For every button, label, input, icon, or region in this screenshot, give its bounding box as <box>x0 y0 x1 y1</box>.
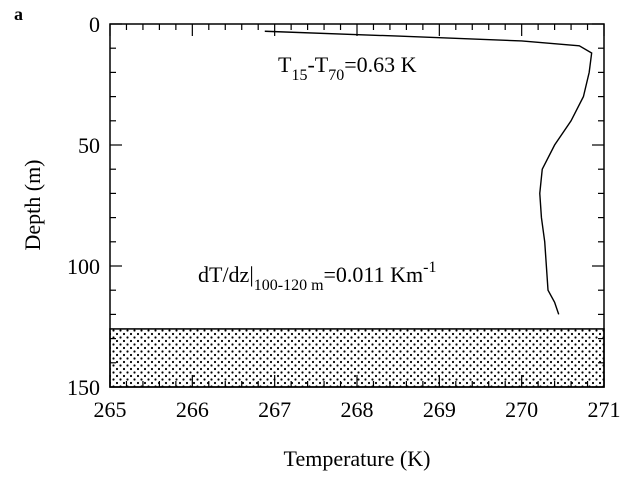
panel-label: a <box>14 4 23 24</box>
annotation-part: -1 <box>423 259 436 276</box>
x-tick-label: 270 <box>505 397 538 422</box>
y-tick-label: 50 <box>78 133 100 158</box>
annotation-part: dT/dz| <box>198 262 254 287</box>
y-axis-label: Depth (m) <box>20 159 45 250</box>
x-tick-label: 265 <box>94 397 127 422</box>
y-tick-label: 0 <box>89 12 100 37</box>
annotation: dT/dz|100-120 m=0.011 Km-1 <box>198 259 436 294</box>
x-tick-label: 268 <box>341 397 374 422</box>
x-tick-label: 267 <box>258 397 291 422</box>
annotation: T15-T70=0.63 K <box>278 52 417 84</box>
y-tick-label: 150 <box>67 375 100 400</box>
annotation-part: T <box>278 52 292 77</box>
x-tick-label: 271 <box>588 397 621 422</box>
annotation-part: 70 <box>328 67 344 84</box>
annotation-part: 15 <box>291 67 307 84</box>
x-tick-label: 269 <box>423 397 456 422</box>
x-axis-label: Temperature (K) <box>284 446 431 471</box>
y-tick-label: 100 <box>67 254 100 279</box>
annotation-part: =0.011 Km <box>324 262 424 287</box>
temperature-profile <box>264 30 593 315</box>
annotation-part: =0.63 K <box>344 52 416 77</box>
annotation-part: 100-120 m <box>254 277 324 294</box>
x-tick-label: 266 <box>176 397 209 422</box>
annotation-part: -T <box>307 52 328 77</box>
